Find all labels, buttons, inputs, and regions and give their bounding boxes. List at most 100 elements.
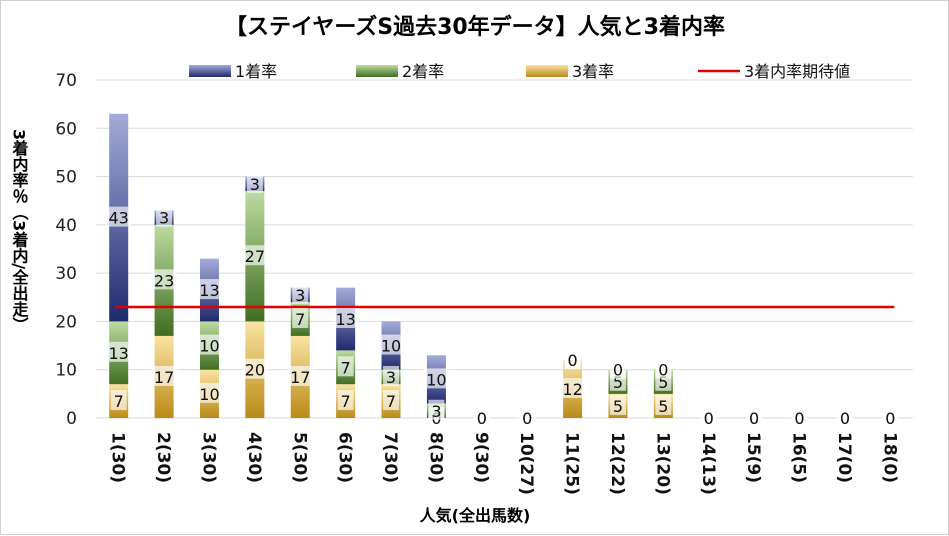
data-label: 3 [295, 286, 305, 305]
data-label: 13 [335, 310, 355, 329]
data-label-bg [559, 378, 586, 399]
y-tick-label: 40 [55, 216, 77, 236]
data-label-bg [292, 283, 309, 304]
data-label: 7 [114, 392, 124, 411]
legend: 1着率 2着率 3着率 3着内率期待値 [189, 62, 850, 81]
data-label: 12 [562, 380, 582, 399]
y-tick-label: 10 [55, 361, 77, 381]
x-tick-label: 13(20) [652, 432, 672, 495]
data-label: 10 [199, 385, 219, 404]
data-label-bg [287, 365, 314, 386]
data-label: 3 [159, 209, 169, 228]
data-label: 17 [290, 368, 310, 387]
chart-title: 【ステイヤーズS過去30年データ】人気と3着内率 [225, 14, 725, 40]
x-tick-label: 2(30) [153, 432, 173, 483]
legend-item: 2着率 [356, 62, 444, 81]
x-tick-label: 14(13) [698, 432, 718, 495]
y-tick-label: 60 [55, 119, 77, 139]
y-tick-label: 50 [55, 168, 77, 188]
x-tick-label: 18(0) [879, 432, 899, 483]
data-label-bg [428, 399, 445, 420]
data-label: 43 [109, 209, 129, 228]
legend-item: 1着率 [189, 62, 277, 81]
data-label: 27 [245, 247, 265, 266]
data-label: 17 [154, 368, 174, 387]
y-axis-ticks: 0 10 20 30 40 50 60 70 [55, 71, 77, 429]
data-label-bg [378, 334, 405, 355]
x-tick-label: 16(5) [789, 432, 809, 483]
data-label: 5 [613, 397, 623, 416]
data-label: 5 [658, 373, 668, 392]
x-tick-label: 10(27) [516, 432, 536, 495]
data-label: 23 [154, 271, 174, 290]
legend-swatch [526, 65, 568, 77]
x-axis-ticks: 1(30) 2(30) 3(30) 4(30) 5(30) 6(30) 7(30) 8(30)… [108, 432, 900, 495]
data-label-bg [337, 356, 354, 377]
data-label: 10 [426, 370, 446, 389]
legend-label: 3着内率期待値 [744, 62, 850, 81]
data-label: 3 [431, 402, 441, 421]
data-label-bg [882, 407, 899, 427]
x-tick-label: 6(30) [335, 432, 355, 483]
data-label: 0 [794, 409, 804, 428]
data-label: 0 [749, 409, 759, 428]
legend-label: 2着率 [402, 62, 444, 81]
data-label: 7 [341, 358, 351, 377]
x-tick-label: 1(30) [108, 432, 128, 483]
data-label-bg [473, 407, 490, 427]
x-tick-label: 11(25) [562, 432, 582, 495]
data-label: 13 [199, 281, 219, 300]
x-tick-label: 9(30) [471, 432, 491, 483]
y-tick-label: 0 [66, 409, 77, 429]
data-label: 7 [386, 392, 396, 411]
legend-label: 3着率 [572, 62, 614, 81]
legend-swatch [189, 65, 231, 77]
x-tick-label: 4(30) [244, 432, 264, 483]
x-tick-label: 5(30) [289, 432, 309, 483]
x-tick-label: 12(22) [607, 432, 627, 495]
data-label-bg [700, 407, 717, 427]
legend-label: 1着率 [235, 62, 277, 81]
y-tick-label: 30 [55, 264, 77, 284]
data-label: 0 [613, 361, 623, 380]
data-label-bg [746, 407, 763, 427]
data-label: 7 [341, 392, 351, 411]
y-tick-label: 70 [55, 71, 77, 91]
data-label-bg [151, 365, 178, 386]
x-tick-label: 15(9) [743, 432, 763, 483]
data-label: 7 [295, 310, 305, 329]
legend-item: 3着内率期待値 [698, 62, 850, 81]
data-label: 20 [245, 361, 265, 380]
data-label: 13 [109, 344, 129, 363]
data-label-bg [383, 390, 400, 411]
data-label: 0 [522, 409, 532, 428]
data-label: 3 [250, 175, 260, 194]
gridlines [96, 79, 913, 419]
data-label: 0 [840, 409, 850, 428]
x-tick-label: 17(0) [834, 432, 854, 483]
data-labels: 7 13 43 17 23 3 10 10 13 20 27 3 17 7 3 7 7 13 7 3 10 0 3 10 0 0 0… [105, 172, 899, 428]
data-label-bg [836, 407, 853, 427]
data-label-bg [241, 358, 268, 379]
legend-swatch [356, 65, 398, 77]
data-label-bg [332, 308, 359, 329]
legend-item: 3着率 [526, 62, 614, 81]
data-label-bg [241, 245, 268, 266]
data-label-bg [105, 206, 132, 227]
data-label-bg [383, 365, 400, 386]
x-axis-label: 人気(全出馬数) [420, 506, 531, 525]
data-label: 10 [381, 337, 401, 356]
data-label: 5 [658, 397, 668, 416]
data-label-bg [655, 358, 672, 379]
data-label: 3 [386, 368, 396, 387]
data-label: 0 [477, 409, 487, 428]
data-label-bg [110, 390, 127, 411]
data-label-bg [791, 407, 808, 427]
data-label-bg [196, 382, 223, 403]
data-label: 0 [567, 351, 577, 370]
y-axis-label: 3着内率％（3着内/全出走） [10, 129, 30, 333]
x-tick-label: 8(30) [425, 432, 445, 483]
data-label-bg [196, 279, 223, 300]
